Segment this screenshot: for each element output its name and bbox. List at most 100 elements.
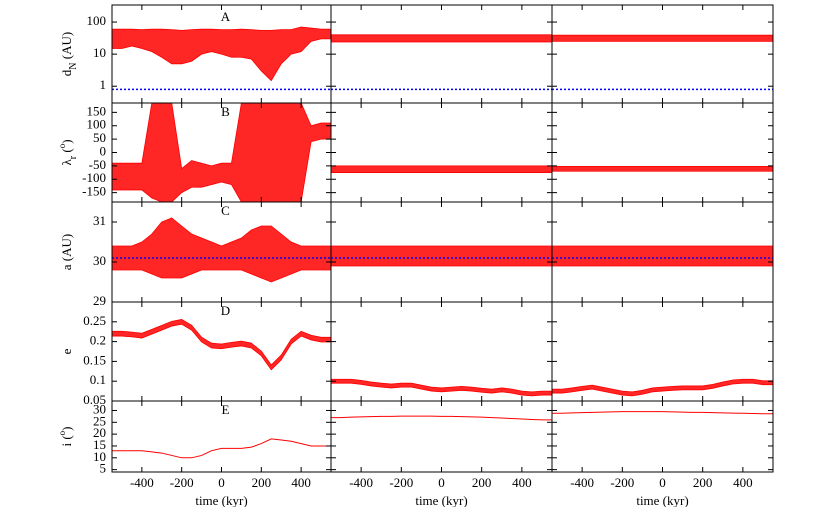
y-tick-label: -100	[82, 170, 106, 185]
panel	[331, 165, 552, 173]
panel-label: D	[221, 303, 230, 318]
x-tick-label: 400	[512, 475, 532, 490]
panel-label: C	[221, 203, 230, 218]
y-axis-label: dN (AU)	[59, 32, 79, 76]
panel-frame	[330, 4, 553, 104]
panel	[552, 34, 773, 91]
y-axis-label-part: )	[59, 426, 74, 430]
oscillation-band	[552, 378, 773, 397]
panel-frame	[330, 102, 553, 203]
x-tick-label: 200	[252, 475, 272, 490]
y-tick-label: 0.15	[83, 352, 106, 367]
y-tick-label: 10	[93, 449, 106, 464]
panel	[552, 411, 773, 415]
y-axis-label-part: N	[68, 62, 79, 69]
x-tick-label: 0	[218, 475, 225, 490]
oscillation-band	[331, 378, 552, 397]
oscillation-band	[112, 103, 331, 202]
y-tick-label: 29	[93, 293, 106, 308]
y-tick-label: -50	[89, 157, 106, 172]
y-axis-label-part: o	[57, 143, 67, 148]
oscillation-band	[112, 217, 331, 283]
x-tick-label: -200	[389, 475, 413, 490]
panel	[552, 245, 773, 267]
y-tick-label: 30	[93, 253, 106, 268]
panel	[331, 415, 552, 421]
y-tick-label: 0.05	[83, 392, 106, 407]
y-axis-label: λr (o)	[57, 139, 79, 165]
oscillation-band	[331, 34, 552, 43]
oscillation-band	[331, 165, 552, 173]
panel-label: A	[221, 9, 231, 24]
y-tick-label: 0.2	[90, 333, 106, 348]
panel-frame	[330, 301, 553, 402]
x-tick-label: 0	[659, 475, 666, 490]
y-tick-label: 5	[100, 461, 107, 476]
y-tick-label: 0.25	[83, 313, 106, 328]
panel-label: B	[221, 104, 230, 119]
y-tick-label: 15	[93, 437, 106, 452]
panel	[552, 166, 773, 172]
x-tick-label: -400	[130, 475, 154, 490]
y-axis-label-part: r	[68, 155, 79, 159]
y-tick-label: 25	[93, 413, 106, 428]
x-axis-label: time (kyr)	[636, 493, 688, 507]
y-axis-label-part: (	[59, 148, 74, 156]
y-axis-label-part: d	[59, 69, 74, 76]
x-tick-label: 200	[693, 475, 713, 490]
y-axis-label: i (o)	[57, 426, 74, 446]
y-tick-label: 31	[93, 213, 106, 228]
y-axis-label-part: i (	[59, 435, 74, 446]
y-tick-label: 30	[93, 401, 106, 416]
y-tick-label: 10	[93, 45, 106, 60]
x-axis-label: time (kyr)	[195, 493, 247, 507]
y-tick-label: -150	[82, 184, 106, 199]
x-tick-label: 400	[291, 475, 311, 490]
x-axis-label: time (kyr)	[415, 493, 467, 507]
data-line	[331, 415, 552, 421]
y-axis-label-part: λ	[59, 159, 74, 166]
oscillation-band	[112, 319, 331, 371]
panel	[112, 319, 331, 371]
y-tick-label: 1	[100, 77, 107, 92]
panel	[331, 34, 552, 91]
y-axis-label-part: o	[57, 430, 67, 435]
y-axis-label: a (AU)	[59, 234, 74, 270]
oscillation-band	[552, 166, 773, 172]
panel	[331, 378, 552, 397]
data-line	[112, 438, 331, 459]
panel	[331, 245, 552, 267]
x-tick-label: 200	[472, 475, 492, 490]
panel	[112, 26, 331, 91]
oscillation-band	[552, 34, 773, 42]
oscillation-band	[552, 245, 773, 267]
y-tick-label: 100	[87, 13, 107, 28]
panel	[552, 378, 773, 397]
x-tick-label: -400	[570, 475, 594, 490]
y-tick-label: 0	[100, 143, 107, 158]
panel	[112, 438, 331, 459]
y-axis-label-part: a (AU)	[59, 234, 74, 270]
panel	[112, 217, 331, 283]
y-tick-label: 20	[93, 425, 106, 440]
oscillation-band	[112, 26, 331, 82]
y-tick-label: 0.1	[90, 372, 106, 387]
y-tick-label: 100	[87, 117, 107, 132]
panel-label: E	[222, 402, 230, 417]
y-tick-label: 50	[93, 130, 106, 145]
y-axis-label-part: )	[59, 139, 74, 143]
x-tick-label: -200	[170, 475, 194, 490]
y-tick-label: 150	[87, 103, 107, 118]
x-tick-label: -400	[349, 475, 373, 490]
x-tick-label: 0	[438, 475, 445, 490]
panel-frame	[330, 400, 553, 473]
oscillation-band	[331, 245, 552, 267]
x-tick-label: -200	[610, 475, 634, 490]
y-axis-label-part: e	[59, 348, 74, 354]
panel-frame	[551, 102, 774, 203]
panel	[112, 103, 331, 202]
panel-frame	[551, 4, 774, 104]
y-axis-label: e	[59, 348, 74, 354]
data-line	[552, 411, 773, 415]
